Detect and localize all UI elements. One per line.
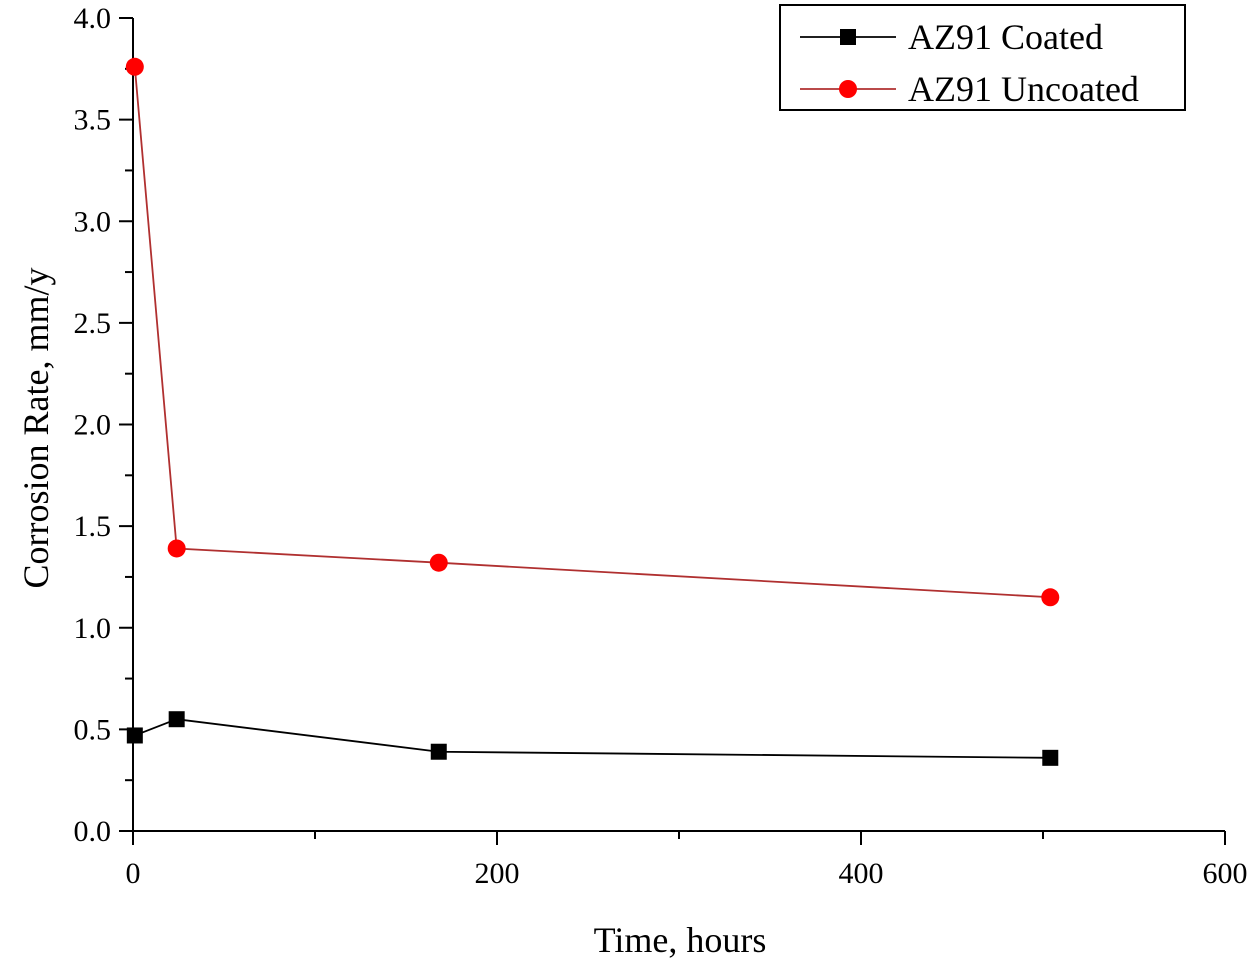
data-point-square [1042,749,1059,766]
x-tick-label: 400 [839,857,884,890]
x-tick-label: 0 [126,857,141,890]
y-axis-title: Corrosion Rate, mm/y [16,268,56,589]
x-tick-label: 200 [475,857,520,890]
legend-marker-square [840,29,856,45]
legend-marker-circle [839,80,857,98]
legend-item-1: AZ91 Coated [800,17,1103,57]
legend-item-2: AZ91 Uncoated [800,69,1139,109]
legend: AZ91 Coated AZ91 Uncoated [779,4,1186,111]
series-1 [126,711,1059,766]
y-tick-label: 0.0 [74,815,112,848]
data-point-circle [125,57,144,76]
series-2 [125,57,1060,607]
x-tick-label: 600 [1203,857,1248,890]
y-tick-label: 2.5 [74,307,112,340]
data-point-circle [429,553,448,572]
y-tick-label: 3.0 [74,205,112,238]
y-tick-label: 1.5 [74,510,112,543]
data-point-circle [167,539,186,558]
x-axis-title: Time, hours [594,920,767,960]
y-tick-label: 2.0 [74,409,112,442]
y-tick-label: 4.0 [74,2,112,35]
data-point-square [430,743,447,760]
series-layer [125,57,1060,766]
series-line [133,66,1051,599]
y-tick-label: 3.5 [74,104,112,137]
data-point-circle [1041,588,1060,607]
data-point-square [126,727,143,744]
y-axis-ticks: 0.0 0.5 1.0 1.5 2.0 2.5 3.0 3.5 4.0 [74,2,133,848]
y-tick-label: 0.5 [74,713,112,746]
y-tick-label: 1.0 [74,612,112,645]
data-point-square [168,711,185,728]
legend-label: AZ91 Coated [908,17,1103,57]
legend-label: AZ91 Uncoated [908,69,1139,109]
series-line [134,718,1051,759]
axes [132,18,1225,832]
x-axis-ticks: 0 200 400 600 [126,831,1248,890]
